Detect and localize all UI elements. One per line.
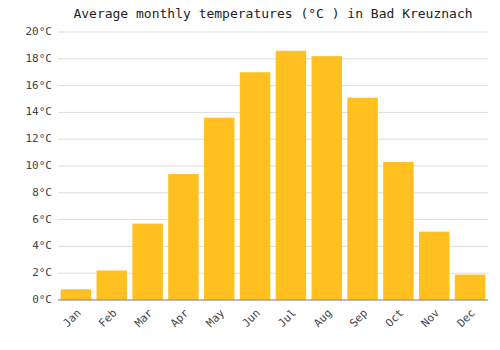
y-tick-label: 18°C [26, 52, 53, 65]
grid-line [58, 192, 488, 193]
x-tick-label: Mar [132, 306, 156, 330]
bar [312, 56, 342, 300]
y-tick-label: 10°C [26, 159, 53, 172]
y-tick-label: 0°C [32, 293, 52, 306]
bar [419, 232, 449, 300]
grid-line [58, 300, 488, 301]
y-tick-label: 16°C [26, 79, 53, 92]
x-tick-label: Dec [455, 307, 478, 330]
x-tick-label: Jan [60, 307, 83, 330]
x-tick-label: Jun [240, 307, 263, 330]
bar [132, 224, 162, 300]
grid-line [58, 112, 488, 113]
bar [168, 174, 198, 300]
bar [347, 98, 377, 300]
chart: 0°C 2°C 4°C 6°C 8°C 10°C 12°C 14°C 16°C 18°C 20°C J… [0, 0, 500, 350]
x-tick-label: Sep [347, 307, 370, 330]
y-tick-label: 14°C [26, 105, 53, 118]
grid-line [58, 85, 488, 86]
bars [61, 51, 486, 300]
y-tick-label: 12°C [26, 132, 53, 145]
x-tick-label: Aug [311, 307, 334, 330]
grid-line [58, 166, 488, 167]
x-tick-label: Feb [96, 307, 119, 330]
bar [455, 275, 485, 300]
grid-line [58, 219, 488, 220]
bar [383, 162, 413, 300]
page: {"chart_data": {"type": "bar", "title": … [0, 0, 500, 350]
y-tick-label: 20°C [26, 25, 53, 38]
grid-line [58, 32, 488, 33]
grid-line [58, 58, 488, 59]
y-tick-label: 4°C [32, 239, 52, 252]
bar [61, 289, 91, 300]
bar [240, 72, 270, 300]
x-axis: Jan Feb Mar Apr May Jun Jul Aug Sep Oct Nov Dec [60, 306, 477, 330]
x-tick-label: Nov [419, 306, 443, 330]
grid-line [58, 139, 488, 140]
bar [97, 271, 127, 300]
x-tick-label: Oct [383, 307, 406, 330]
bar [276, 51, 306, 300]
x-tick-label: Apr [168, 306, 192, 330]
y-tick-label: 8°C [32, 186, 52, 199]
y-tick-label: 2°C [32, 266, 52, 279]
y-tick-label: 6°C [32, 213, 52, 226]
x-tick-label: May [204, 306, 228, 330]
x-axis-line [58, 300, 488, 301]
bar [204, 118, 234, 300]
x-tick-label: Jul [275, 307, 298, 330]
y-axis: 0°C 2°C 4°C 6°C 8°C 10°C 12°C 14°C 16°C 18°C 20°C [26, 25, 53, 306]
grid [58, 32, 488, 300]
title: Average monthly temperatures (°C ) in Ba… [73, 6, 472, 21]
